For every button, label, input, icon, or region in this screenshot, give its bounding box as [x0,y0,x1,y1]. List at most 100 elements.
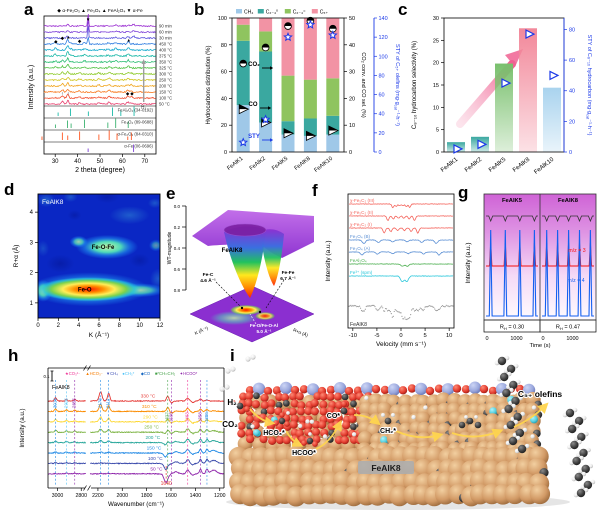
x-axis-label: 2 theta (degree) [75,167,125,174]
panel-h-letter: h [8,346,19,365]
ch2-label: CH₂* [380,428,396,435]
surface-3d-chart: 0.0 0.2 0.4 0.6 0.8 WT-magnitude Fe-C4.6 Å⁻¹ Fe… [167,204,315,343]
z-tick: 0.2 [174,225,181,230]
x-tick: 0 [485,336,488,342]
sty-tick: 40 [569,89,575,95]
x-tick: 0 [541,336,544,342]
mossbauer-component [348,215,453,221]
reaction-arrow [285,430,304,447]
x-tick: 40 [74,159,81,165]
xrd-curve [43,14,156,28]
z-axis-label: WT-magnitude [167,232,173,265]
curve-label: 60 min [159,30,173,35]
bar-segment [303,18,317,80]
xrd-curve [43,88,156,94]
xrd-curve [43,26,156,40]
mz4-trace [542,229,594,317]
sample-label: FeAlK8 [52,385,70,391]
heatmap-surface [38,194,160,318]
x-axis-label: Wavenumber (cm⁻¹) [108,501,164,508]
y-axis-label: R+α (Å) [11,245,20,268]
sty-tick: 100 [379,54,388,60]
right-tick: 40 [349,43,355,49]
component-label: Fe₃O₄ (B) [350,234,371,239]
drifts-curve [90,428,225,435]
curve-label: 250 °C [159,78,172,83]
x-tick: 2 [57,323,61,329]
sty-annotation: STY [248,134,260,140]
xrd-curve [44,99,156,106]
component-label: FeAl₂O₄ [350,258,367,263]
phase-marker: ◆ [130,91,134,96]
y-tick: 20 [221,123,227,129]
y-tick: 4 [30,210,34,216]
xrd-curve [43,36,156,46]
mossbauer-component [348,239,454,244]
temp-label: 290 °C [143,414,158,420]
h2-annotation: H₂ [141,105,147,111]
xrd-curve [43,45,156,52]
panel-f-mossbauer: χ-Fe₅C₂ (III) χ-Fe₅C₂ (II) χ-Fe₅C₂ (I) Fe₃O… [318,180,460,348]
category-label: FeAlK2 [464,156,484,173]
component-label: Fe₃O₄ (A) [350,246,371,251]
xrd-curve [43,19,156,34]
band-label: 2855 [72,398,77,408]
annotation: Fe-O/Fe-O-Al [250,323,278,328]
category-label: FeAlK1 [440,156,460,173]
legend-item: ◆CO [141,371,151,376]
z-tick: 0.8 [174,288,181,293]
category-label: FeAlK5 [488,156,508,173]
panel-h-drifts: 330 °C 310 °C 290 °C 250 °C 200 °C 150 °C 100 … [8,348,232,513]
panel-g-letter: g [458,183,469,202]
drifts-curve [47,396,86,403]
y-tick: 20 [433,61,439,67]
bar-segment [259,122,273,152]
band-label: 1627 [165,412,170,422]
curve-label: 100 °C [159,96,172,101]
co-annotation: CO [249,102,258,108]
bar-segment [259,51,273,123]
reference-label: Fe₃O₄ (89-0688) [121,119,153,124]
scalebar-label: 0.1 [44,374,51,379]
xrd-curve [43,77,156,82]
y-tick: 5 [436,128,439,134]
panel-b-distribution: CH₄ C₂₋₄⁰ C₂₋₄⁼ C₅₊ 0 20 40 60 80 100 Hydrocarbons… [196,2,402,180]
sty-marker [501,78,512,89]
selectivity-bar [543,87,561,152]
component-label: χ-Fe₅C₂ (I) [350,222,372,227]
bar-segment [326,78,340,116]
y-axis-label: R+α (Å) [292,326,309,338]
mossbauer-component [349,263,453,267]
sty-tick: 20 [569,119,575,125]
curve-label: 50 °C [159,102,170,107]
mossbauer-component [348,251,454,256]
drifts-curve [89,468,225,484]
y-tick: 15 [433,83,439,89]
x-tick: 1600 [165,493,177,499]
y-axis-label: Intensity (a.u.) [19,408,26,447]
panel-a-xrd: ◆ α-Fe₂O₃ ▲ Fe₃O₄ ▲ FeAl₂O₄ ▼ α-Fe 50 °C 1… [6,2,200,180]
y-tick: 80 [221,43,227,49]
y-tick: 60 [221,70,227,76]
panel-b-letter: b [194,0,205,19]
rh-value: RH = 0.47 [556,325,580,332]
component-label: χ-Fe₅C₂ (II) [350,210,374,215]
curve-label: 90 min [159,24,173,29]
legend-item: C₂₋₄⁼ [293,10,306,16]
sty-tick: 140 [379,16,388,22]
temp-label: 250 °C [144,425,159,431]
x-tick: 10 [446,333,452,339]
xrd-curve [43,56,156,64]
band-label: 1358 [197,412,202,422]
hcoo-label: HCOO* [292,450,316,457]
y-tick: 2 [30,271,34,277]
annotation-value: 6.7 Å⁻¹ [280,275,296,282]
xrd-curve [43,50,156,58]
curve-label: 375 °C [159,54,172,59]
y-axis-label: Intensity (a.u.) [325,240,332,281]
selectivity-bar [495,63,513,153]
x-tick: 3000 [52,493,64,499]
phase-marker: ↑ [61,91,63,96]
legend-item: C₂₋₄⁰ [266,10,278,16]
x-axis-label: Time (s) [529,343,550,348]
